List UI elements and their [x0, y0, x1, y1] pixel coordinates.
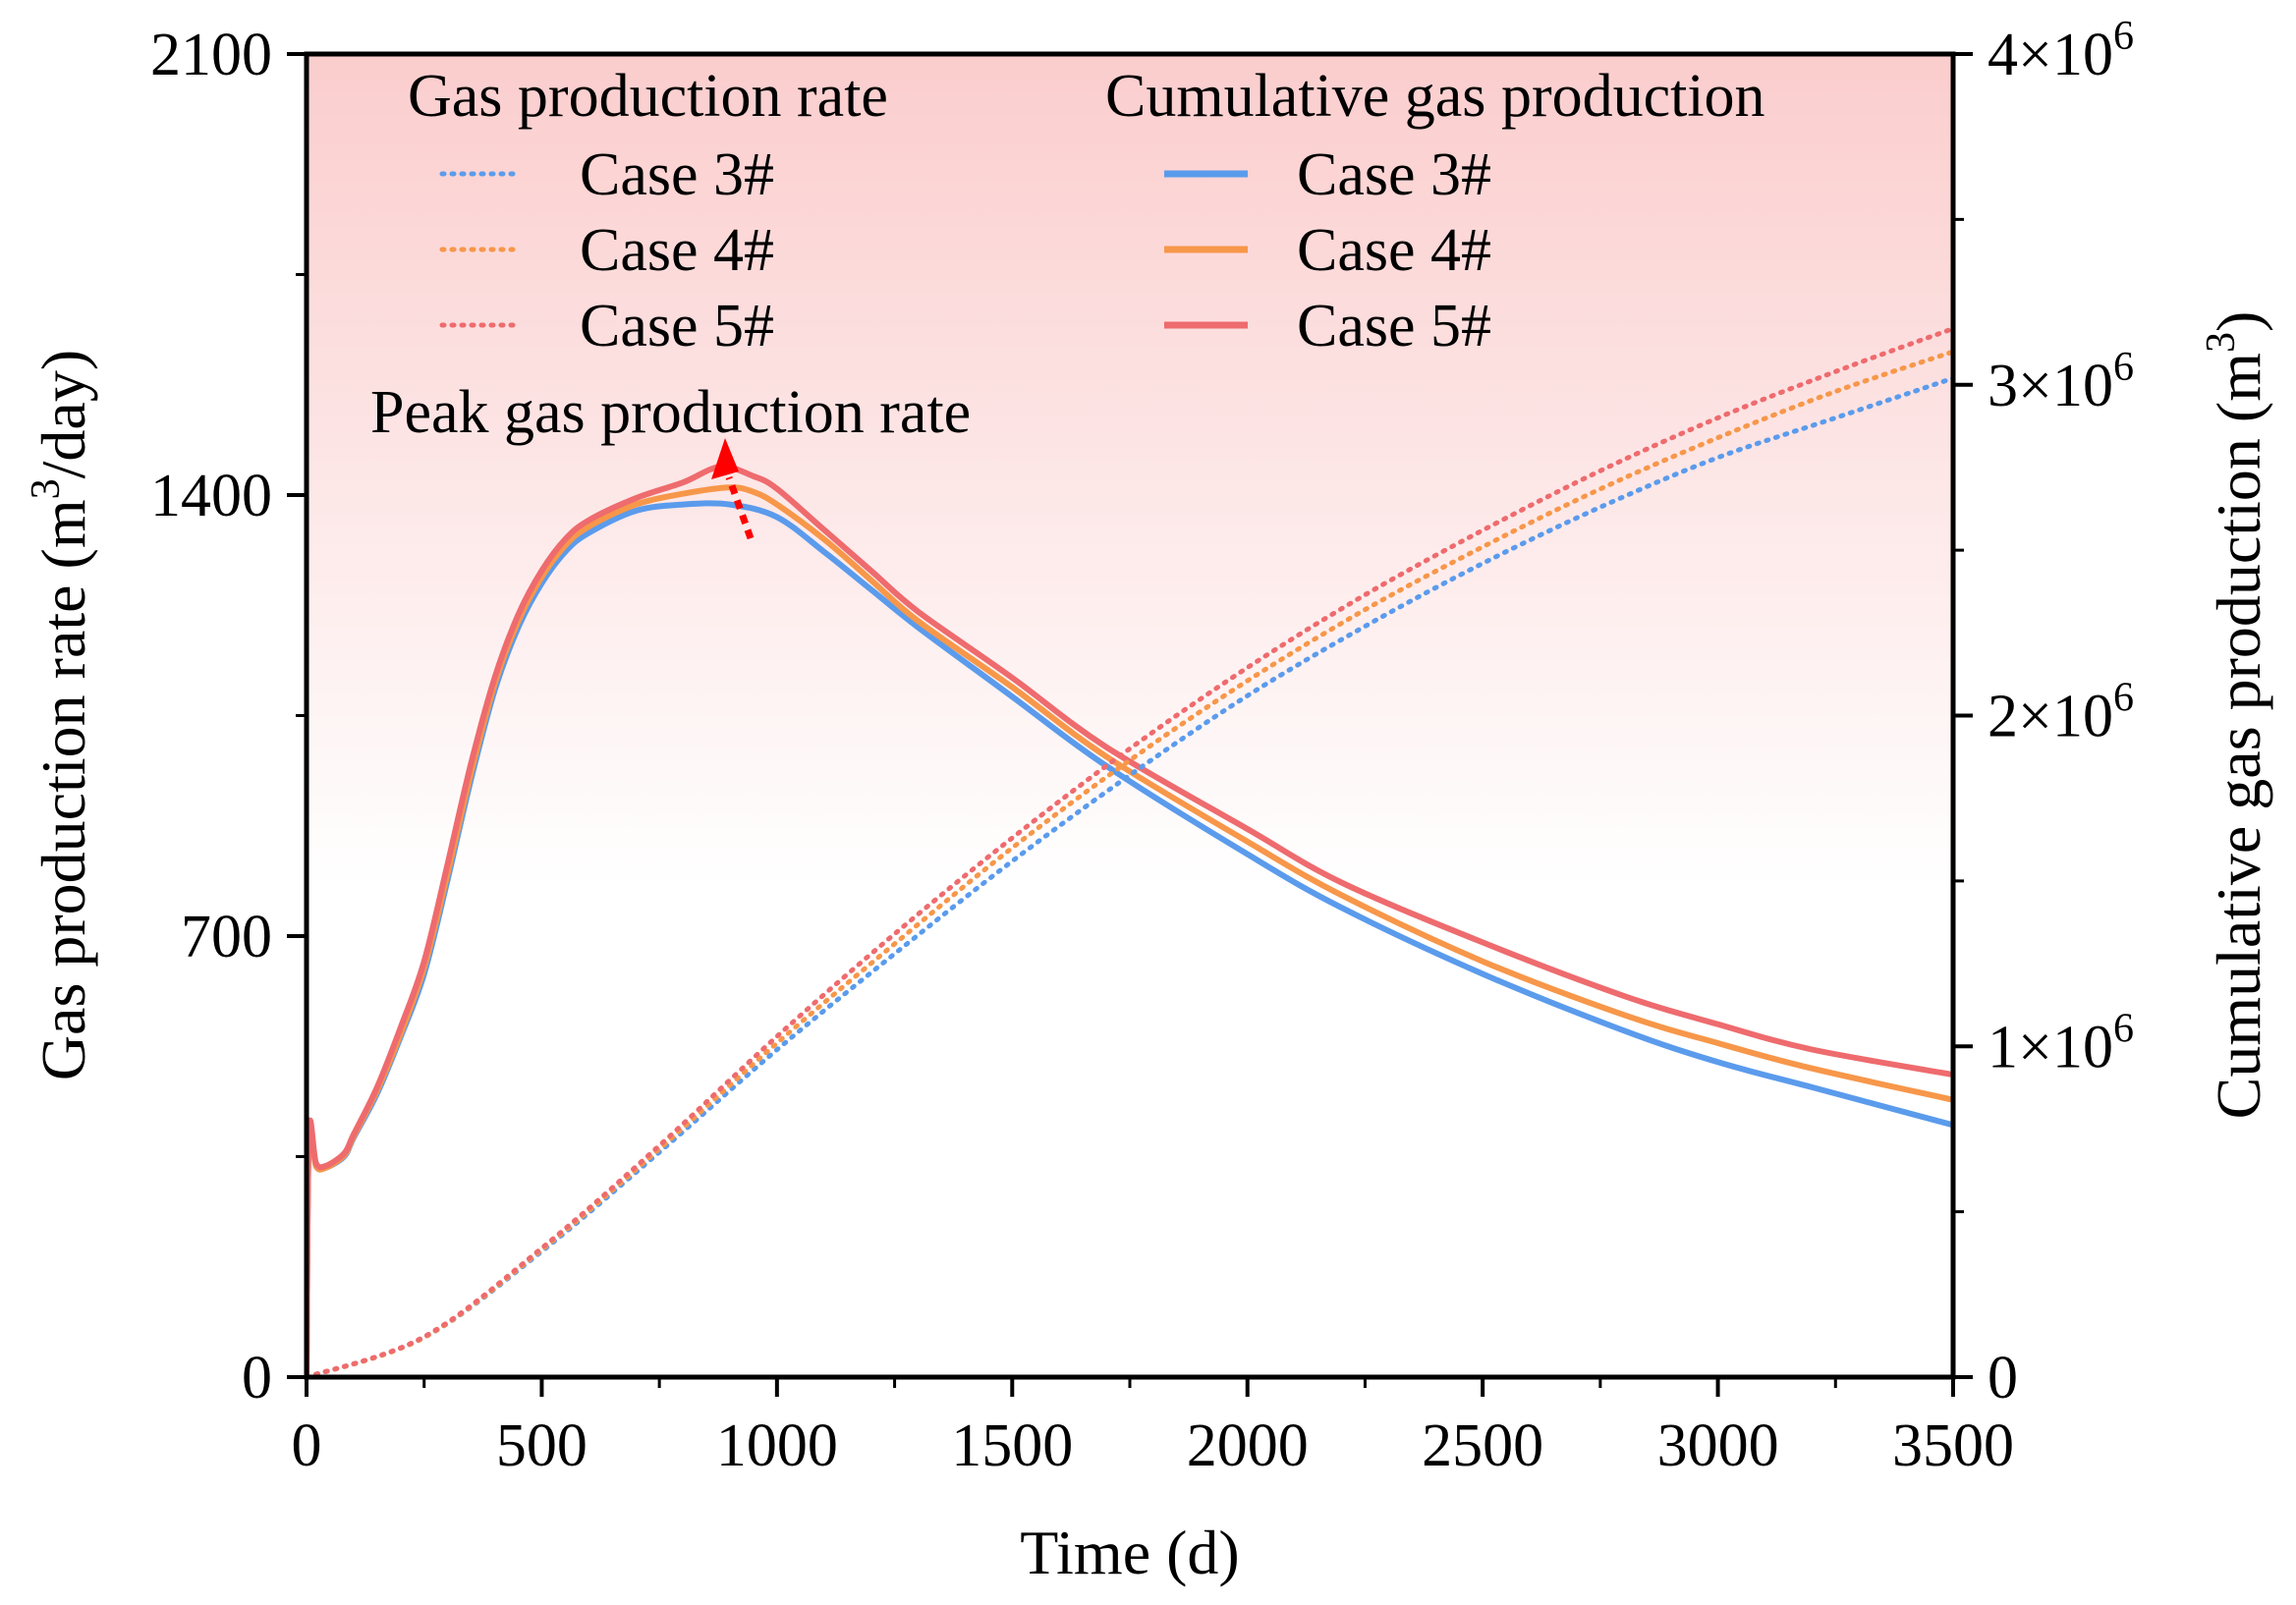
y-left-tick-label-2100: 2100 — [150, 22, 272, 88]
legend-cumulative-case3-label: Case 3# — [1297, 141, 1491, 208]
peak-annotation-label: Peak gas production rate — [370, 379, 971, 446]
x-tick-label-0: 0 — [292, 1412, 322, 1479]
legend-cumulative-title: Cumulative gas production — [1105, 63, 1765, 130]
x-tick-label-3500: 3500 — [1892, 1412, 2014, 1479]
y-left-tick-label-700: 700 — [181, 904, 272, 970]
legend-rate-case5-label: Case 5# — [580, 293, 774, 360]
legend-rate-title: Gas production rate — [408, 63, 888, 130]
y-left-tick-label-1400: 1400 — [150, 463, 272, 529]
y-right-tick-label-4: 4×106 — [1988, 14, 2134, 88]
x-tick-label-500: 500 — [496, 1412, 588, 1479]
y-right-tick-label-2: 2×106 — [1988, 676, 2134, 750]
y-axis-left: 0 700 1400 2100 — [150, 22, 307, 1411]
peak-annotation-arrow-shaft — [725, 475, 755, 540]
x-tick-label-2000: 2000 — [1187, 1412, 1309, 1479]
legend-rate-case3-label: Case 3# — [580, 141, 774, 208]
series-rate-case5 — [307, 464, 1953, 1377]
legend-cumulative-case5-label: Case 5# — [1297, 293, 1491, 360]
y-left-axis-title: Gas production rate (m3/day) — [24, 350, 98, 1080]
legend-cumulative-case4-label: Case 4# — [1297, 217, 1491, 284]
x-tick-label-1000: 1000 — [716, 1412, 838, 1479]
x-tick-label-3000: 3000 — [1657, 1412, 1779, 1479]
y-right-tick-label-0: 0 — [1988, 1345, 2018, 1411]
legend: Gas production rate Cumulative gas produ… — [408, 63, 1765, 360]
y-right-tick-label-1: 1×106 — [1988, 1006, 2134, 1080]
x-tick-label-2500: 2500 — [1422, 1412, 1543, 1479]
x-axis-title: Time (d) — [1020, 1518, 1239, 1587]
series-layer — [307, 326, 1953, 1377]
y-right-tick-label-3: 3×106 — [1988, 345, 2134, 419]
x-tick-label-1500: 1500 — [951, 1412, 1073, 1479]
y-left-tick-label-0: 0 — [242, 1345, 272, 1411]
legend-rate-case4-label: Case 4# — [580, 217, 774, 284]
x-axis: 0 500 1000 1500 2000 2500 3000 3500 — [292, 1377, 2014, 1479]
series-cumulative-case5 — [307, 326, 1953, 1377]
peak-annotation-arrowhead — [711, 438, 739, 479]
plot-background — [307, 54, 1953, 1377]
y-axis-right: 0 1×106 2×106 3×106 4×106 — [1953, 14, 2134, 1411]
y-right-axis-title: Cumulative gas production (m3) — [2199, 311, 2273, 1120]
